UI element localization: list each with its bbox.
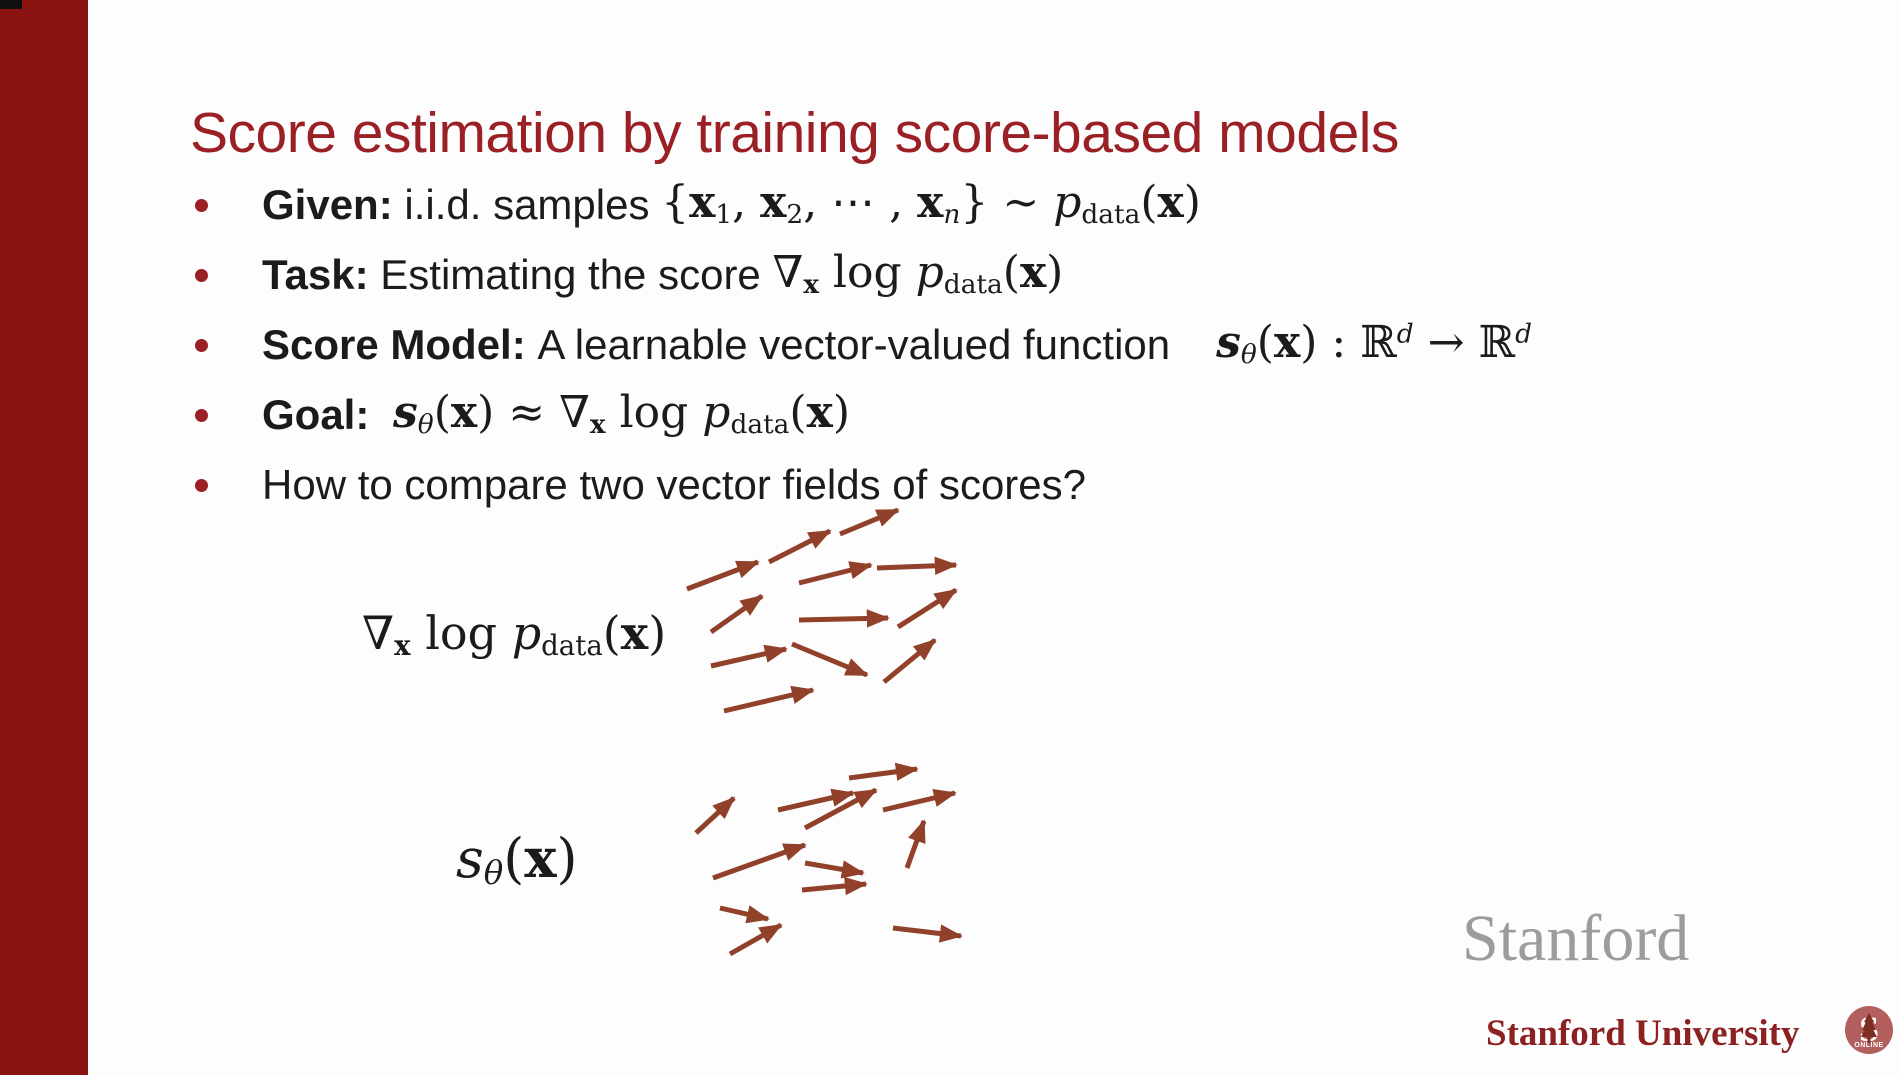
model-score-label: sθ(x)	[456, 826, 578, 893]
logo-online-label: ONLINE	[1854, 1042, 1884, 1049]
bullet-goal: Goal: sθ(x) ≈ ∇x log pdata(x)	[195, 388, 850, 442]
bullet-given: Given: i.i.d. samples {x1, x2, ⋯ , xn} ∼…	[195, 178, 1201, 232]
score-arrow	[803, 787, 878, 831]
score-arrow	[791, 641, 869, 678]
stanford-university-wordmark: Stanford University	[1486, 1013, 1800, 1054]
score-arrow	[719, 905, 770, 924]
corner-artifact	[0, 0, 22, 9]
bullet-dot	[195, 338, 208, 352]
stanford-online-logo: S ONLINE	[1845, 1006, 1893, 1054]
bullet-dot	[195, 268, 208, 282]
math-expression: sθ(x) : ℝd → ℝd	[1216, 317, 1532, 371]
score-arrow	[798, 609, 890, 628]
bullet-label: Goal:	[262, 391, 382, 438]
score-arrow	[804, 860, 865, 879]
bullet-dot	[195, 408, 208, 422]
stanford-wordmark: Stanford	[1462, 902, 1690, 975]
bullet-label: Task:	[262, 251, 381, 298]
math-expression: {x1, x2, ⋯ , xn} ∼ pdata(x)	[661, 177, 1201, 231]
data-score-label: ∇x log pdata(x)	[362, 606, 667, 663]
score-arrow	[904, 819, 927, 869]
score-arrow	[686, 559, 760, 592]
bullet-plain-text: Estimating the score	[380, 251, 773, 298]
score-arrow	[839, 507, 900, 537]
model-score-vector-field	[694, 762, 963, 957]
score-arrow	[723, 685, 815, 714]
bullet-score-model: Score Model: A learnable vector-valued f…	[195, 318, 1532, 372]
bullet-label: Score Model:	[262, 321, 538, 368]
score-arrow	[882, 638, 937, 684]
score-arrow	[712, 842, 807, 881]
math-expression: ∇x log pdata(x)	[772, 247, 1064, 301]
score-arrow	[767, 528, 832, 565]
score-arrow	[777, 788, 855, 813]
bullet-text: Task: Estimating the score ∇x log pdata(…	[262, 251, 1063, 299]
score-arrow	[848, 762, 919, 781]
bullet-plain-text: A learnable vector-valued function	[537, 321, 1171, 368]
bullet-dot	[195, 478, 208, 492]
bullet-text: Given: i.i.d. samples {x1, x2, ⋯ , xn} ∼…	[262, 181, 1201, 229]
bullet-text: Goal: sθ(x) ≈ ∇x log pdata(x)	[262, 391, 850, 439]
score-arrow	[709, 593, 764, 635]
score-arrow	[896, 587, 958, 630]
score-arrow	[694, 796, 736, 835]
bullet-label: Given:	[262, 181, 405, 228]
bullet-plain-text: i.i.d. samples	[404, 181, 662, 228]
bullet-task: Task: Estimating the score ∇x log pdata(…	[195, 248, 1063, 302]
bullet-text: Score Model: A learnable vector-valued f…	[262, 321, 1532, 369]
tree-icon	[1861, 1013, 1877, 1043]
bullet-question: How to compare two vector fields of scor…	[195, 458, 1086, 512]
data-score-vector-field	[686, 507, 958, 714]
score-arrow	[882, 788, 957, 813]
score-arrow	[728, 922, 783, 957]
score-arrow	[892, 924, 963, 943]
score-arrow	[876, 556, 958, 575]
score-arrow	[798, 561, 873, 586]
math-expression: sθ(x) ≈ ∇x log pdata(x)	[393, 387, 850, 441]
bullet-dot	[195, 198, 208, 212]
score-arrow	[801, 876, 868, 896]
score-arrow	[710, 644, 788, 669]
bullet-plain-text: How to compare two vector fields of scor…	[262, 461, 1087, 508]
left-accent-bar	[0, 0, 88, 1075]
bullet-text: How to compare two vector fields of scor…	[262, 461, 1086, 509]
slide-title: Score estimation by training score-based…	[190, 101, 1399, 165]
